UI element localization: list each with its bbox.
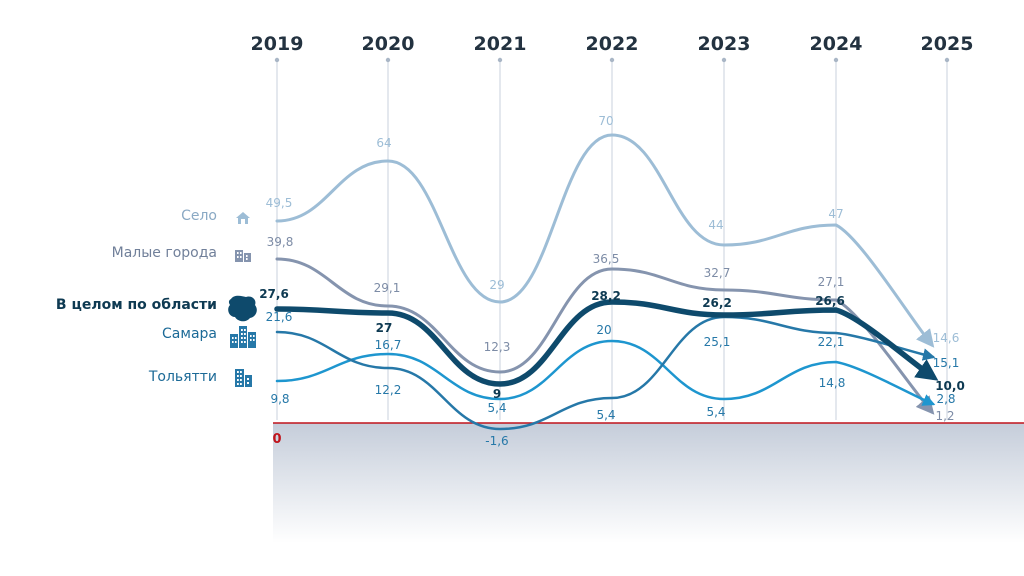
year-label-2024: 2024: [810, 33, 863, 55]
legend-label-tolyatti: Тольятти: [148, 369, 217, 385]
year-label-2019: 2019: [251, 33, 304, 55]
data-label-oblast-2019: 27,6: [259, 287, 289, 301]
house-icon: [236, 212, 250, 224]
data-label-samara-2020: 12,2: [375, 383, 402, 397]
data-label-selo-2024: 47: [828, 207, 843, 221]
data-label-samara-2023: 25,1: [704, 335, 731, 349]
data-label-selo-2025: 14,6: [933, 331, 960, 345]
year-dot-2025: [944, 57, 950, 63]
legend-label-samara: Самара: [162, 326, 217, 342]
data-label-oblast-2020: 27: [376, 321, 393, 335]
data-label-malye-2023: 32,7: [704, 266, 731, 280]
year-label-2022: 2022: [586, 33, 639, 55]
data-label-samara-2024: 22,1: [818, 335, 845, 349]
series-line-oblast: [274, 299, 939, 387]
year-dot-2023: [721, 57, 727, 63]
year-dot-2019: [274, 57, 280, 63]
year-dot-2021: [497, 57, 503, 63]
data-label-malye-2024: 27,1: [818, 275, 845, 289]
data-label-samara-2019: 21,6: [266, 310, 293, 324]
data-label-malye-2019: 39,8: [267, 235, 294, 249]
data-label-samara-2022: 5,4: [596, 408, 615, 422]
data-label-tolyatti-2019: 9,8: [270, 392, 289, 406]
year-dot-2024: [833, 57, 839, 63]
data-label-selo-2023: 44: [708, 218, 723, 232]
data-label-oblast-2024: 26,6: [815, 294, 845, 308]
data-label-selo-2020: 64: [376, 136, 391, 150]
data-label-samara-2025: 15,1: [933, 356, 960, 370]
data-label-oblast-2025: 10,0: [935, 379, 965, 393]
data-label-malye-2025: 1,2: [935, 409, 954, 423]
series-line-selo: [275, 133, 935, 348]
data-label-selo-2022: 70: [598, 114, 613, 128]
city-icon: [230, 326, 256, 348]
data-label-samara-2021: -1,6: [485, 434, 508, 448]
year-label-2021: 2021: [474, 33, 527, 55]
series-line-tolyatti: [275, 339, 936, 406]
legend-label-selo: Село: [181, 208, 217, 224]
series-line-samara: [275, 315, 936, 431]
year-label-2023: 2023: [698, 33, 751, 55]
data-label-tolyatti-2025: 2,8: [936, 392, 955, 406]
data-label-tolyatti-2022: 20: [596, 323, 611, 337]
negative-zone: [273, 423, 1024, 543]
buildings-icon: [235, 250, 251, 262]
data-label-tolyatti-2021: 5,4: [487, 401, 506, 415]
region-map-icon: [228, 295, 257, 322]
legend-label-malye: Малые города: [112, 245, 217, 261]
data-label-tolyatti-2024: 14,8: [819, 376, 846, 390]
zero-label: 0: [272, 432, 281, 447]
data-label-oblast-2023: 26,2: [702, 296, 732, 310]
year-label-2025: 2025: [921, 33, 974, 55]
tower-icon: [235, 369, 252, 387]
year-label-2020: 2020: [362, 33, 415, 55]
data-label-oblast-2021: 9: [493, 387, 501, 401]
year-dot-2020: [385, 57, 391, 63]
legend-label-oblast: В целом по области: [56, 297, 217, 313]
data-label-oblast-2022: 28,2: [591, 289, 621, 303]
data-label-malye-2021: 12,3: [484, 340, 511, 354]
data-label-malye-2022: 36,5: [593, 252, 620, 266]
data-label-malye-2020: 29,1: [374, 281, 401, 295]
series-line-malye: [275, 257, 935, 415]
data-label-tolyatti-2020: 16,7: [375, 338, 402, 352]
data-label-selo-2019: 49,5: [266, 196, 293, 210]
year-dot-2022: [609, 57, 615, 63]
data-label-selo-2021: 29: [489, 278, 504, 292]
data-label-tolyatti-2023: 5,4: [706, 405, 725, 419]
